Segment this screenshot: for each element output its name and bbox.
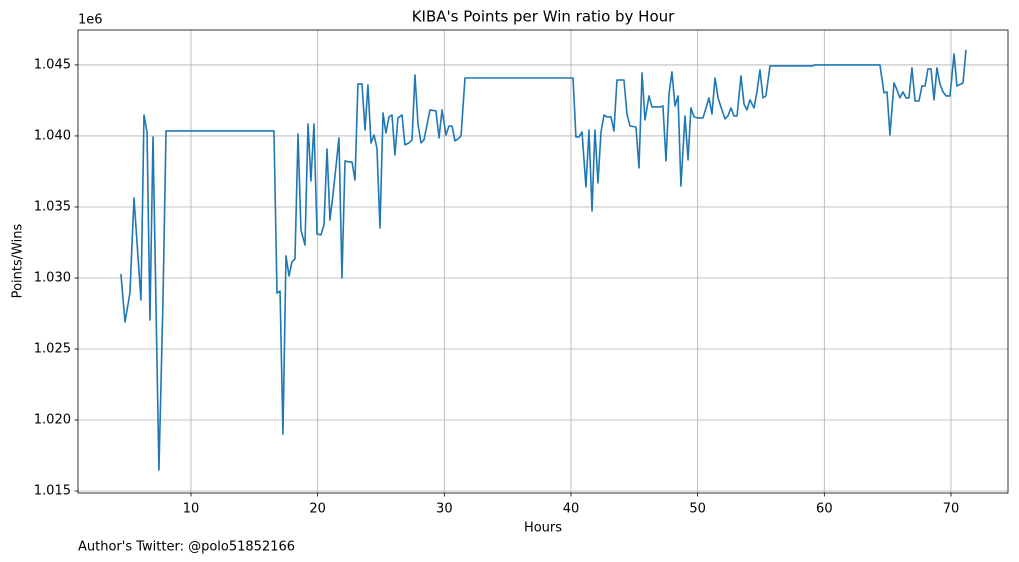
x-tick-label: 30	[436, 502, 453, 517]
y-tick-label: 1.040	[34, 128, 71, 143]
y-axis-label: Points/Wins	[11, 223, 26, 298]
y-offset-text: 1e6	[78, 13, 103, 28]
x-axis-label: Hours	[524, 521, 562, 536]
x-tick-label: 70	[943, 502, 960, 517]
axes-frame	[77, 29, 1009, 494]
chart-title: KIBA's Points per Win ratio by Hour	[412, 8, 675, 26]
x-tick-label: 10	[183, 502, 200, 517]
x-tick-label: 20	[309, 502, 326, 517]
y-tick-label: 1.035	[34, 199, 71, 214]
data-line	[120, 49, 967, 471]
x-tick-label: 60	[816, 502, 833, 517]
x-tick-label: 40	[563, 502, 580, 517]
x-tick-label: 50	[689, 502, 706, 517]
footnote: Author's Twitter: @polo51852166	[78, 540, 295, 555]
y-tick-label: 1.015	[34, 484, 71, 499]
y-tick-label: 1.025	[34, 341, 71, 356]
y-tick-label: 1.020	[34, 412, 71, 427]
y-tick-label: 1.030	[34, 270, 71, 285]
y-tick-label: 1.045	[34, 57, 71, 72]
